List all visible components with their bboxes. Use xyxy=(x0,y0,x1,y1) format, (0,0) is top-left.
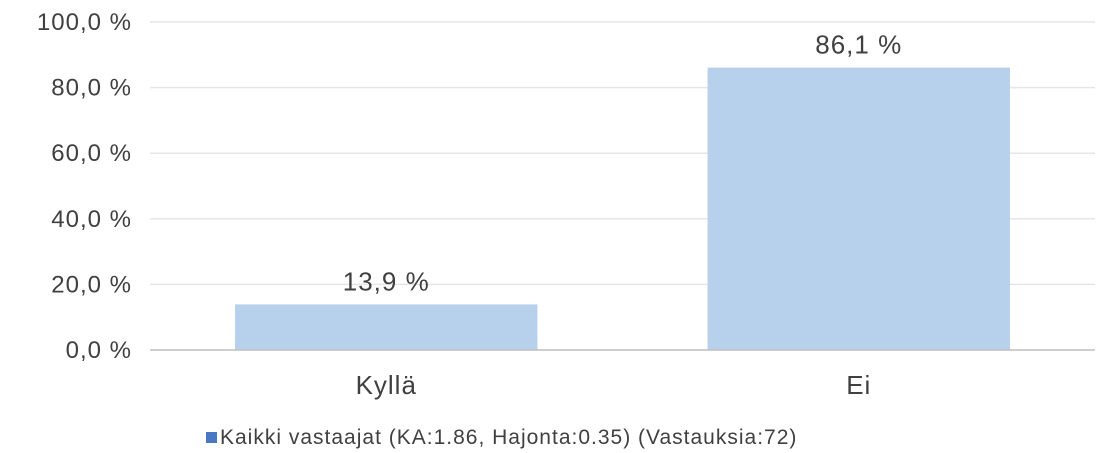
y-axis-tick-labels: 0,0 % 20,0 % 40,0 % 60,0 % 80,0 % 100,0 % xyxy=(37,9,132,364)
x-tick-label: Ei xyxy=(846,370,871,400)
y-tick-label: 20,0 % xyxy=(51,271,132,298)
x-tick-label: Kyllä xyxy=(356,370,417,400)
y-tick-label: 0,0 % xyxy=(66,337,132,364)
x-axis-tick-labels: Kyllä Ei xyxy=(356,370,871,400)
data-label: 86,1 % xyxy=(815,30,902,60)
bar-1 xyxy=(235,304,538,350)
y-tick-label: 60,0 % xyxy=(51,140,132,167)
data-labels: 13,9 % 86,1 % xyxy=(343,30,902,297)
data-label: 13,9 % xyxy=(343,266,430,296)
bars xyxy=(235,67,1010,350)
y-tick-label: 80,0 % xyxy=(51,75,132,102)
bar-2 xyxy=(707,67,1010,350)
legend: Kaikki vastaajat (KA:1.86, Hajonta:0.35)… xyxy=(206,426,797,449)
legend-label: Kaikki vastaajat (KA:1.86, Hajonta:0.35)… xyxy=(220,426,797,449)
y-tick-label: 40,0 % xyxy=(51,206,132,233)
legend-marker-icon xyxy=(206,432,217,443)
y-tick-label: 100,0 % xyxy=(37,9,132,36)
